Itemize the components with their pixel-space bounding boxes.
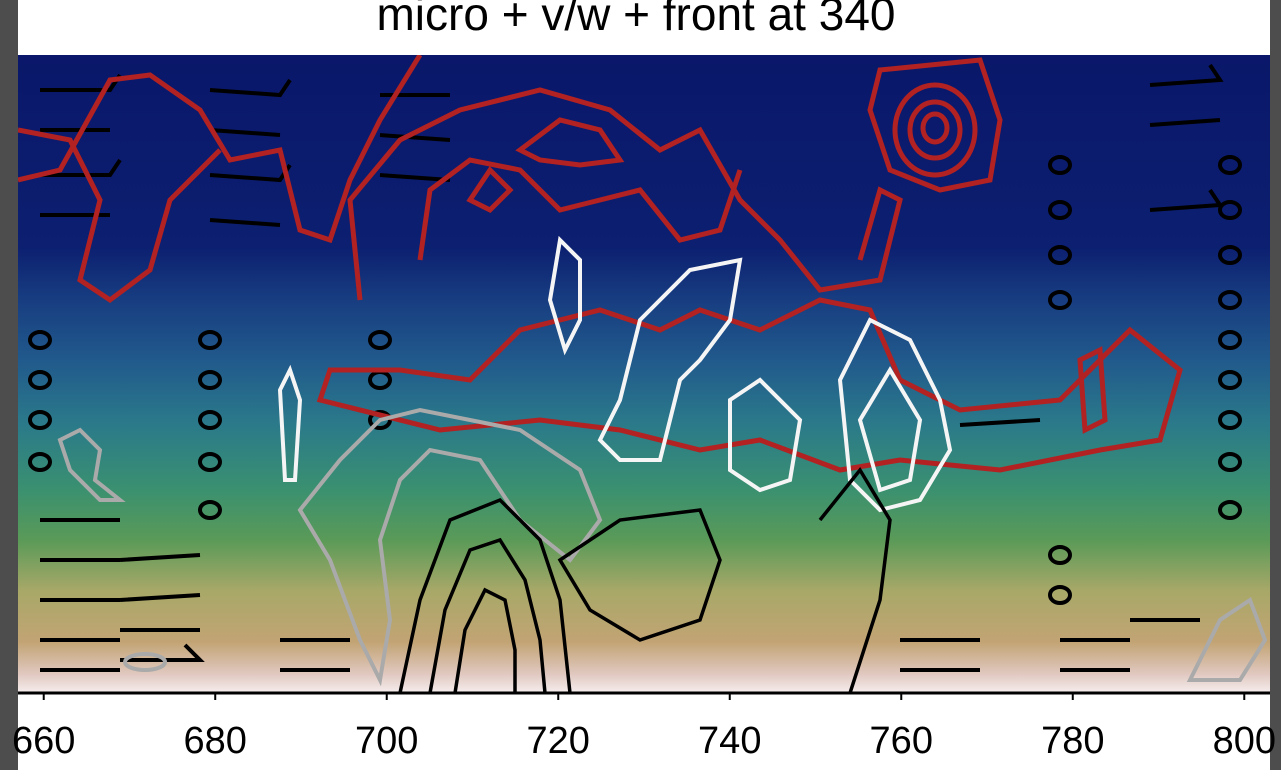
- x-tick-label: 700: [355, 720, 418, 762]
- x-tick-label: 800: [1213, 720, 1276, 762]
- black-contours: [398, 466, 892, 693]
- x-axis-ticks: 660 680 700 720 740 760 780 800: [12, 693, 1276, 762]
- x-tick-label: 780: [1041, 720, 1104, 762]
- circle-columns: [28, 155, 1242, 605]
- chart-title: micro + v/w + front at 340: [376, 0, 895, 40]
- x-tick-label: 760: [870, 720, 933, 762]
- x-tick-label: 720: [527, 720, 590, 762]
- white-contours: [277, 235, 953, 513]
- plot-area: [18, 55, 1270, 693]
- x-tick-label: 660: [12, 720, 75, 762]
- x-tick-label: 680: [184, 720, 247, 762]
- x-tick-label: 740: [698, 720, 761, 762]
- red-contours: [18, 55, 1183, 473]
- wind-barbs: [40, 63, 1224, 672]
